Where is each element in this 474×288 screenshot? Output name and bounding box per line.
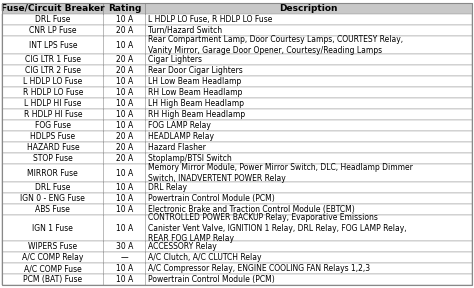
Text: 10 A: 10 A [116,41,133,50]
Text: IGN 0 - ENG Fuse: IGN 0 - ENG Fuse [20,194,85,203]
Text: 10 A: 10 A [116,110,133,119]
Text: WIPERS Fuse: WIPERS Fuse [28,242,77,251]
Text: LH High Beam Headlamp: LH High Beam Headlamp [148,99,244,108]
Text: HDLPS Fuse: HDLPS Fuse [30,132,75,141]
Bar [2,153,472,164]
Text: FOG LAMP Relay: FOG LAMP Relay [148,121,211,130]
Text: L HDLP HI Fuse: L HDLP HI Fuse [24,99,82,108]
Text: Memory Mirror Module, Power Mirror Switch, DLC, Headlamp Dimmer
Switch, INADVERT: Memory Mirror Module, Power Mirror Switc… [148,163,413,183]
Text: L HDLP LO Fuse, R HDLP LO Fuse: L HDLP LO Fuse, R HDLP LO Fuse [148,15,272,24]
Bar [2,98,472,109]
Text: 10 A: 10 A [116,183,133,192]
Text: Rating: Rating [108,4,141,13]
Bar [2,65,472,76]
Bar [2,241,472,252]
Text: L HDLP LO Fuse: L HDLP LO Fuse [23,77,82,86]
Text: 10 A: 10 A [116,121,133,130]
Bar [2,14,472,25]
Bar [2,274,472,285]
Text: Powertrain Control Module (PCM): Powertrain Control Module (PCM) [148,275,274,284]
Text: DRL Fuse: DRL Fuse [35,15,71,24]
Text: Electronic Brake and Traction Control Module (EBTCM): Electronic Brake and Traction Control Mo… [148,205,355,214]
Text: A/C COMP Fuse: A/C COMP Fuse [24,264,82,273]
Text: ABS Fuse: ABS Fuse [36,205,70,214]
Text: Description: Description [279,4,338,13]
Text: MIRROR Fuse: MIRROR Fuse [27,168,78,178]
Text: 10 A: 10 A [116,264,133,273]
Text: 20 A: 20 A [116,143,133,152]
Bar [2,120,472,131]
Text: DRL Relay: DRL Relay [148,183,187,192]
Text: A/C Compressor Relay, ENGINE COOLING FAN Relays 1,2,3: A/C Compressor Relay, ENGINE COOLING FAN… [148,264,370,273]
Text: RH Low Beam Headlamp: RH Low Beam Headlamp [148,88,242,97]
Text: CIG LTR 1 Fuse: CIG LTR 1 Fuse [25,55,81,64]
Bar [2,164,472,182]
Text: 10 A: 10 A [116,15,133,24]
Text: 20 A: 20 A [116,132,133,141]
Text: R HDLP LO Fuse: R HDLP LO Fuse [23,88,83,97]
Bar [2,193,472,204]
Bar [2,252,472,263]
Text: A/C COMP Relay: A/C COMP Relay [22,253,83,262]
Text: Powertrain Control Module (PCM): Powertrain Control Module (PCM) [148,194,274,203]
Bar [2,142,472,153]
Text: RH High Beam Headlamp: RH High Beam Headlamp [148,110,245,119]
Text: Rear Door Cigar Lighters: Rear Door Cigar Lighters [148,66,243,75]
Text: CIG LTR 2 Fuse: CIG LTR 2 Fuse [25,66,81,75]
Text: A/C Clutch, A/C CLUTCH Relay: A/C Clutch, A/C CLUTCH Relay [148,253,261,262]
Text: 10 A: 10 A [116,205,133,214]
Bar [2,131,472,142]
Bar [2,109,472,120]
Bar [2,204,472,215]
Text: Cigar Lighters: Cigar Lighters [148,55,202,64]
Text: HAZARD Fuse: HAZARD Fuse [27,143,79,152]
Bar [2,87,472,98]
Bar [2,54,472,65]
Text: 10 A: 10 A [116,99,133,108]
Text: IGN 1 Fuse: IGN 1 Fuse [32,224,73,233]
Text: 20 A: 20 A [116,66,133,75]
Bar [2,3,472,14]
Bar [2,36,472,54]
Bar [2,263,472,274]
Text: Hazard Flasher: Hazard Flasher [148,143,206,152]
Text: CNR LP Fuse: CNR LP Fuse [29,26,77,35]
Text: STOP Fuse: STOP Fuse [33,154,73,163]
Text: 10 A: 10 A [116,77,133,86]
Text: FOG Fuse: FOG Fuse [35,121,71,130]
Bar [2,182,472,193]
Text: 10 A: 10 A [116,275,133,284]
Text: 20 A: 20 A [116,154,133,163]
Text: DRL Fuse: DRL Fuse [35,183,71,192]
Text: HEADLAMP Relay: HEADLAMP Relay [148,132,214,141]
Text: CONTROLLED POWER BACKUP Relay, Evaporative Emissions
Canister Vent Valve, IGNITI: CONTROLLED POWER BACKUP Relay, Evaporati… [148,213,407,243]
Text: LH Low Beam Headlamp: LH Low Beam Headlamp [148,77,241,86]
Bar [2,25,472,36]
Text: Rear Compartment Lamp, Door Courtesy Lamps, COURTESY Relay,
Vanity Mirror, Garag: Rear Compartment Lamp, Door Courtesy Lam… [148,35,403,55]
Text: PCM (BAT) Fuse: PCM (BAT) Fuse [23,275,82,284]
Text: Stoplamp/BTSI Switch: Stoplamp/BTSI Switch [148,154,232,163]
Text: 10 A: 10 A [116,88,133,97]
Text: 30 A: 30 A [116,242,133,251]
Text: Fuse/Circuit Breaker: Fuse/Circuit Breaker [1,4,105,13]
Text: 10 A: 10 A [116,168,133,178]
Text: 10 A: 10 A [116,224,133,233]
Text: —: — [120,253,128,262]
Text: ACCESSORY Relay: ACCESSORY Relay [148,242,217,251]
Text: 20 A: 20 A [116,26,133,35]
Bar [2,76,472,87]
Text: Turn/Hazard Switch: Turn/Hazard Switch [148,26,222,35]
Text: 20 A: 20 A [116,55,133,64]
Text: INT LPS Fuse: INT LPS Fuse [28,41,77,50]
Bar [2,215,472,241]
Text: 10 A: 10 A [116,194,133,203]
Text: R HDLP HI Fuse: R HDLP HI Fuse [24,110,82,119]
